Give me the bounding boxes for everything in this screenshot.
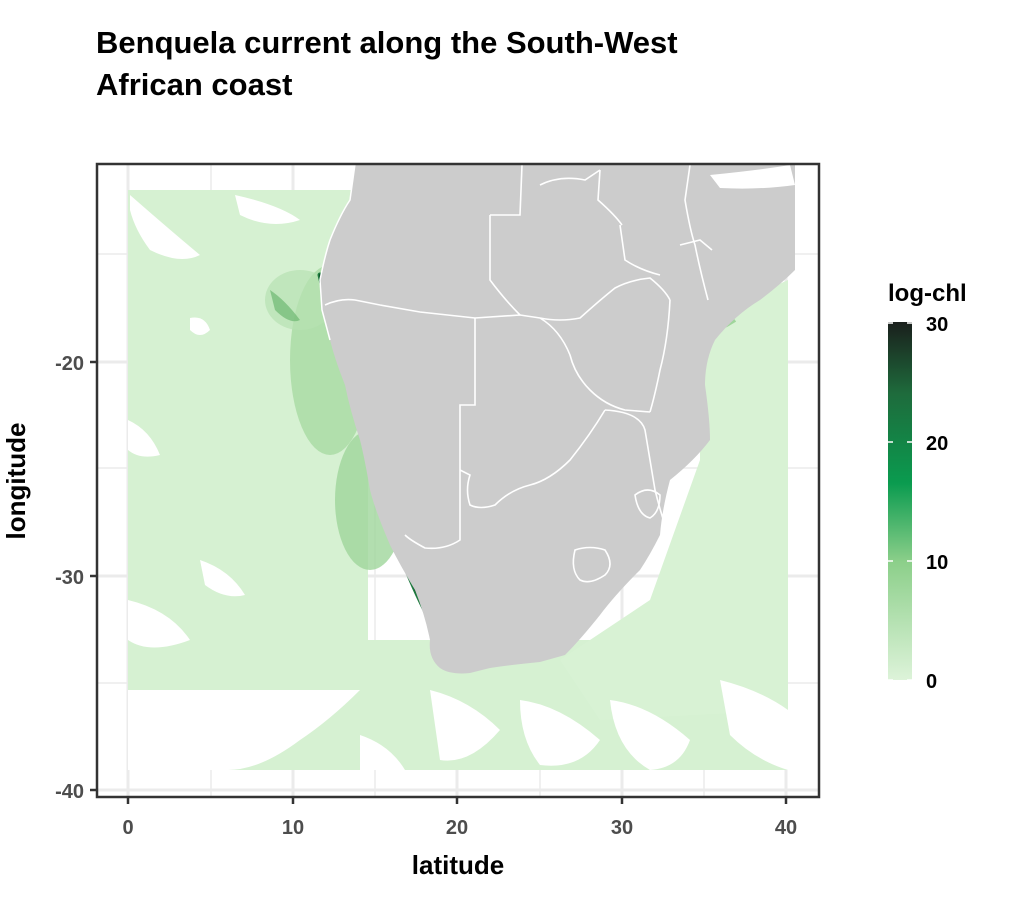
- legend-label: 10: [926, 552, 948, 574]
- x-tick-label: 20: [446, 817, 468, 839]
- x-tick-label: 0: [122, 817, 133, 839]
- legend-label: 0: [926, 671, 937, 693]
- x-tick-label: 30: [611, 817, 633, 839]
- country-borders: [324, 164, 713, 583]
- african-landmass: [320, 164, 795, 674]
- x-tick-label: 40: [775, 817, 797, 839]
- y-tick-label: -30: [55, 567, 84, 589]
- x-axis-title: latitude: [412, 850, 504, 880]
- no-data-gaps: [128, 195, 788, 770]
- legend-title: log-chl: [888, 280, 967, 307]
- x-tick-label: 10: [282, 817, 304, 839]
- coastline: [319, 164, 356, 341]
- legend: log-chl 0 10 20 30: [888, 280, 967, 693]
- axis-ticks: [90, 360, 788, 804]
- chart-title-line-1: Benquela current along the South-West: [96, 25, 678, 60]
- y-tick-label: -20: [55, 353, 84, 375]
- top-right-gap: [710, 165, 795, 189]
- chart-title-line-2: African coast: [96, 67, 293, 102]
- legend-colorbar: [888, 322, 912, 680]
- y-axis-title: longitude: [1, 423, 31, 540]
- legend-label: 30: [926, 314, 948, 336]
- y-tick-label: -40: [55, 781, 84, 803]
- legend-label: 20: [926, 433, 948, 455]
- chart-title: Benquela current along the South-West Af…: [96, 22, 678, 106]
